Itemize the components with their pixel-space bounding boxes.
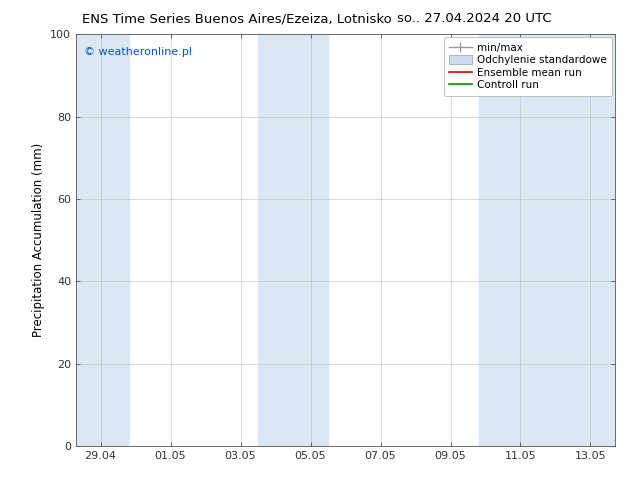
Text: © weatheronline.pl: © weatheronline.pl <box>84 47 192 57</box>
Bar <box>479 34 615 446</box>
Text: ENS Time Series Buenos Aires/Ezeiza, Lotnisko: ENS Time Series Buenos Aires/Ezeiza, Lot… <box>82 12 392 25</box>
Bar <box>76 34 129 446</box>
Legend: min/max, Odchylenie standardowe, Ensemble mean run, Controll run: min/max, Odchylenie standardowe, Ensembl… <box>444 37 612 96</box>
Text: so.. 27.04.2024 20 UTC: so.. 27.04.2024 20 UTC <box>397 12 552 25</box>
Y-axis label: Precipitation Accumulation (mm): Precipitation Accumulation (mm) <box>32 143 44 337</box>
Bar <box>258 34 328 446</box>
